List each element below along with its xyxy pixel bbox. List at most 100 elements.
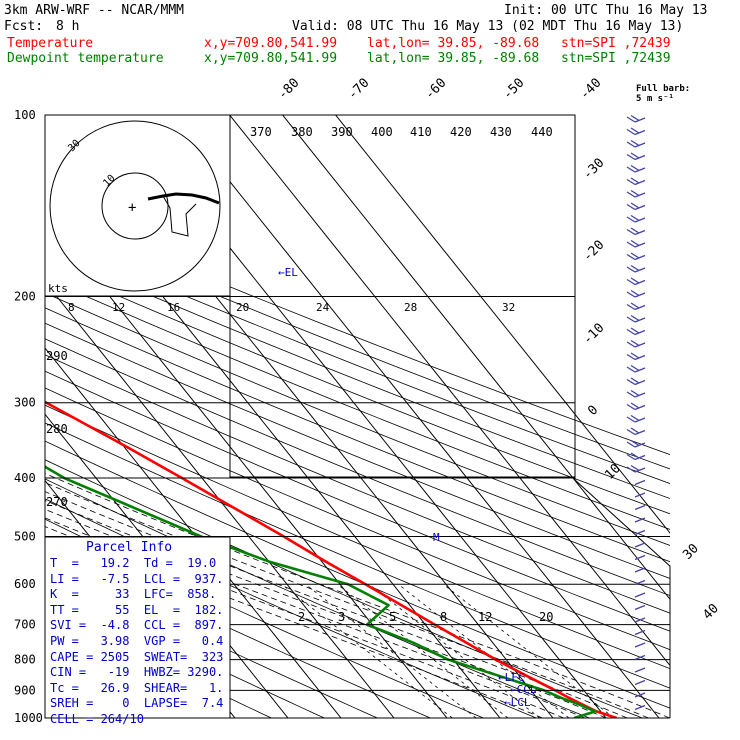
dewpoint-legend: Dewpoint temperature — [7, 51, 164, 66]
wind-barb-staff — [634, 217, 646, 223]
wind-barb-staff — [634, 617, 646, 623]
wind-barb-staff — [634, 517, 646, 523]
isotherm-label: -30 — [580, 156, 607, 183]
dry-adiabat — [45, 370, 670, 632]
wind-barb-flag — [626, 366, 636, 373]
theta-label: 400 — [371, 125, 393, 139]
speed-tick-label: 28 — [404, 301, 417, 314]
wind-barb-staff — [634, 167, 646, 173]
dewpoint-latlon: lat,lon= 39.85, -89.68 — [367, 51, 540, 66]
wind-barb-staff — [634, 579, 646, 586]
wind-barb-flag — [630, 152, 640, 159]
wind-barb-flag — [630, 439, 640, 447]
mixing-ratio-line — [305, 583, 477, 718]
wind-barb-staff — [634, 192, 646, 198]
temperature-coords: x,y=709.80,541.99 — [204, 36, 338, 51]
isotherm-label: -70 — [345, 76, 372, 103]
wind-barb-staff — [634, 467, 646, 473]
wind-barb-flag — [626, 466, 636, 473]
wind-barb-flag — [626, 178, 636, 186]
dewpoint-profile — [45, 465, 597, 718]
theta-label: 430 — [490, 125, 512, 139]
wind-barb-staff — [634, 454, 646, 461]
wind-barb-staff — [634, 567, 646, 573]
wind-barb-flag — [630, 339, 640, 347]
dry-adiabat — [45, 277, 670, 530]
theta-side-label: 280 — [46, 422, 68, 436]
wind-barb-staff — [634, 679, 646, 686]
wind-barb-flag — [630, 214, 640, 222]
theta-label: 370 — [250, 125, 272, 139]
wind-barb-flag — [630, 302, 640, 309]
dry-adiabat — [45, 235, 670, 484]
wind-barb-staff — [634, 417, 646, 423]
isotherm-label: -50 — [500, 76, 527, 103]
dry-adiabat — [45, 263, 670, 515]
speed-tick-label: 20 — [236, 301, 249, 314]
wind-barb-flag — [630, 464, 640, 472]
right-edge — [574, 115, 671, 718]
pressure-tick-label: 500 — [14, 529, 36, 543]
wind-barb-flag — [630, 352, 640, 359]
forecast-hour: 8 h — [56, 19, 80, 34]
isotherm-label: 0 — [585, 403, 601, 419]
temperature-legend: Temperature — [7, 36, 94, 51]
wind-barb-staff — [634, 554, 646, 561]
isotherm-line — [229, 115, 670, 667]
wind-barb-staff — [634, 604, 646, 611]
wind-barb-flag — [626, 303, 636, 311]
wind-barb-staff — [634, 292, 646, 298]
isotherm-label: 30 — [680, 541, 702, 563]
wind-barb-staff — [634, 254, 646, 261]
dry-adiabat — [45, 222, 670, 470]
speed-tick-label: 16 — [167, 301, 180, 314]
parcel-info-row: CAPE = 2505 SWEAT= 323 — [50, 649, 224, 664]
wind-barb-flag — [626, 453, 636, 461]
pressure-tick-label: 100 — [14, 108, 36, 122]
wind-barb-flag — [626, 228, 636, 236]
theta-label: 440 — [531, 125, 553, 139]
hodograph-origin: + — [128, 200, 136, 216]
wind-barb-flag — [630, 377, 640, 384]
wind-barb-flag — [630, 427, 640, 434]
pressure-tick-label: 400 — [14, 471, 36, 485]
wind-barb-flag — [626, 278, 636, 286]
wind-barb-flag — [630, 277, 640, 284]
mixing-ratio-label: 5 — [389, 610, 396, 624]
mixing-ratio-line — [368, 583, 540, 718]
dry-adiabat — [45, 307, 670, 563]
wind-barb-staff — [634, 542, 646, 548]
model-title: 3km ARW-WRF -- NCAR/MMM — [4, 3, 185, 18]
dewpoint-coords: x,y=709.80,541.99 — [204, 51, 338, 66]
dry-adiabat — [45, 292, 670, 546]
mixing-ratio-label: 12 — [478, 610, 492, 624]
pressure-tick-label: 1000 — [14, 711, 43, 725]
wind-barb-flag — [630, 189, 640, 197]
theta-label: 420 — [450, 125, 472, 139]
wind-barb-staff — [634, 142, 646, 148]
wind-barb-flag — [626, 441, 636, 448]
wind-barb-flag — [626, 116, 636, 123]
forecast-label: Fcst: — [4, 19, 44, 34]
isotherm-label: 10 — [602, 461, 624, 483]
wind-barb-flag — [626, 266, 636, 273]
wind-barb-staff — [634, 117, 646, 123]
speed-tick-label: 32 — [502, 301, 515, 314]
wind-barb-staff — [634, 129, 646, 136]
mixing-ratio-line — [281, 583, 453, 718]
wind-barb-staff — [634, 642, 646, 648]
wind-barb-flag — [630, 177, 640, 184]
wind-barb-flag — [630, 252, 640, 259]
wind-barb-staff — [634, 229, 646, 236]
isotherm-label: -10 — [580, 321, 607, 348]
wind-barb-flag — [626, 191, 636, 198]
wind-barb-flag — [630, 139, 640, 147]
isotherm-line — [282, 115, 670, 601]
wind-barb-flag — [626, 241, 636, 248]
wind-barb-flag — [626, 328, 636, 336]
isotherm-line — [45, 347, 342, 718]
wind-barb-staff — [634, 492, 646, 498]
temperature-profile — [45, 400, 618, 718]
wind-barb-flag — [626, 316, 636, 323]
pressure-tick-label: 300 — [14, 396, 36, 410]
